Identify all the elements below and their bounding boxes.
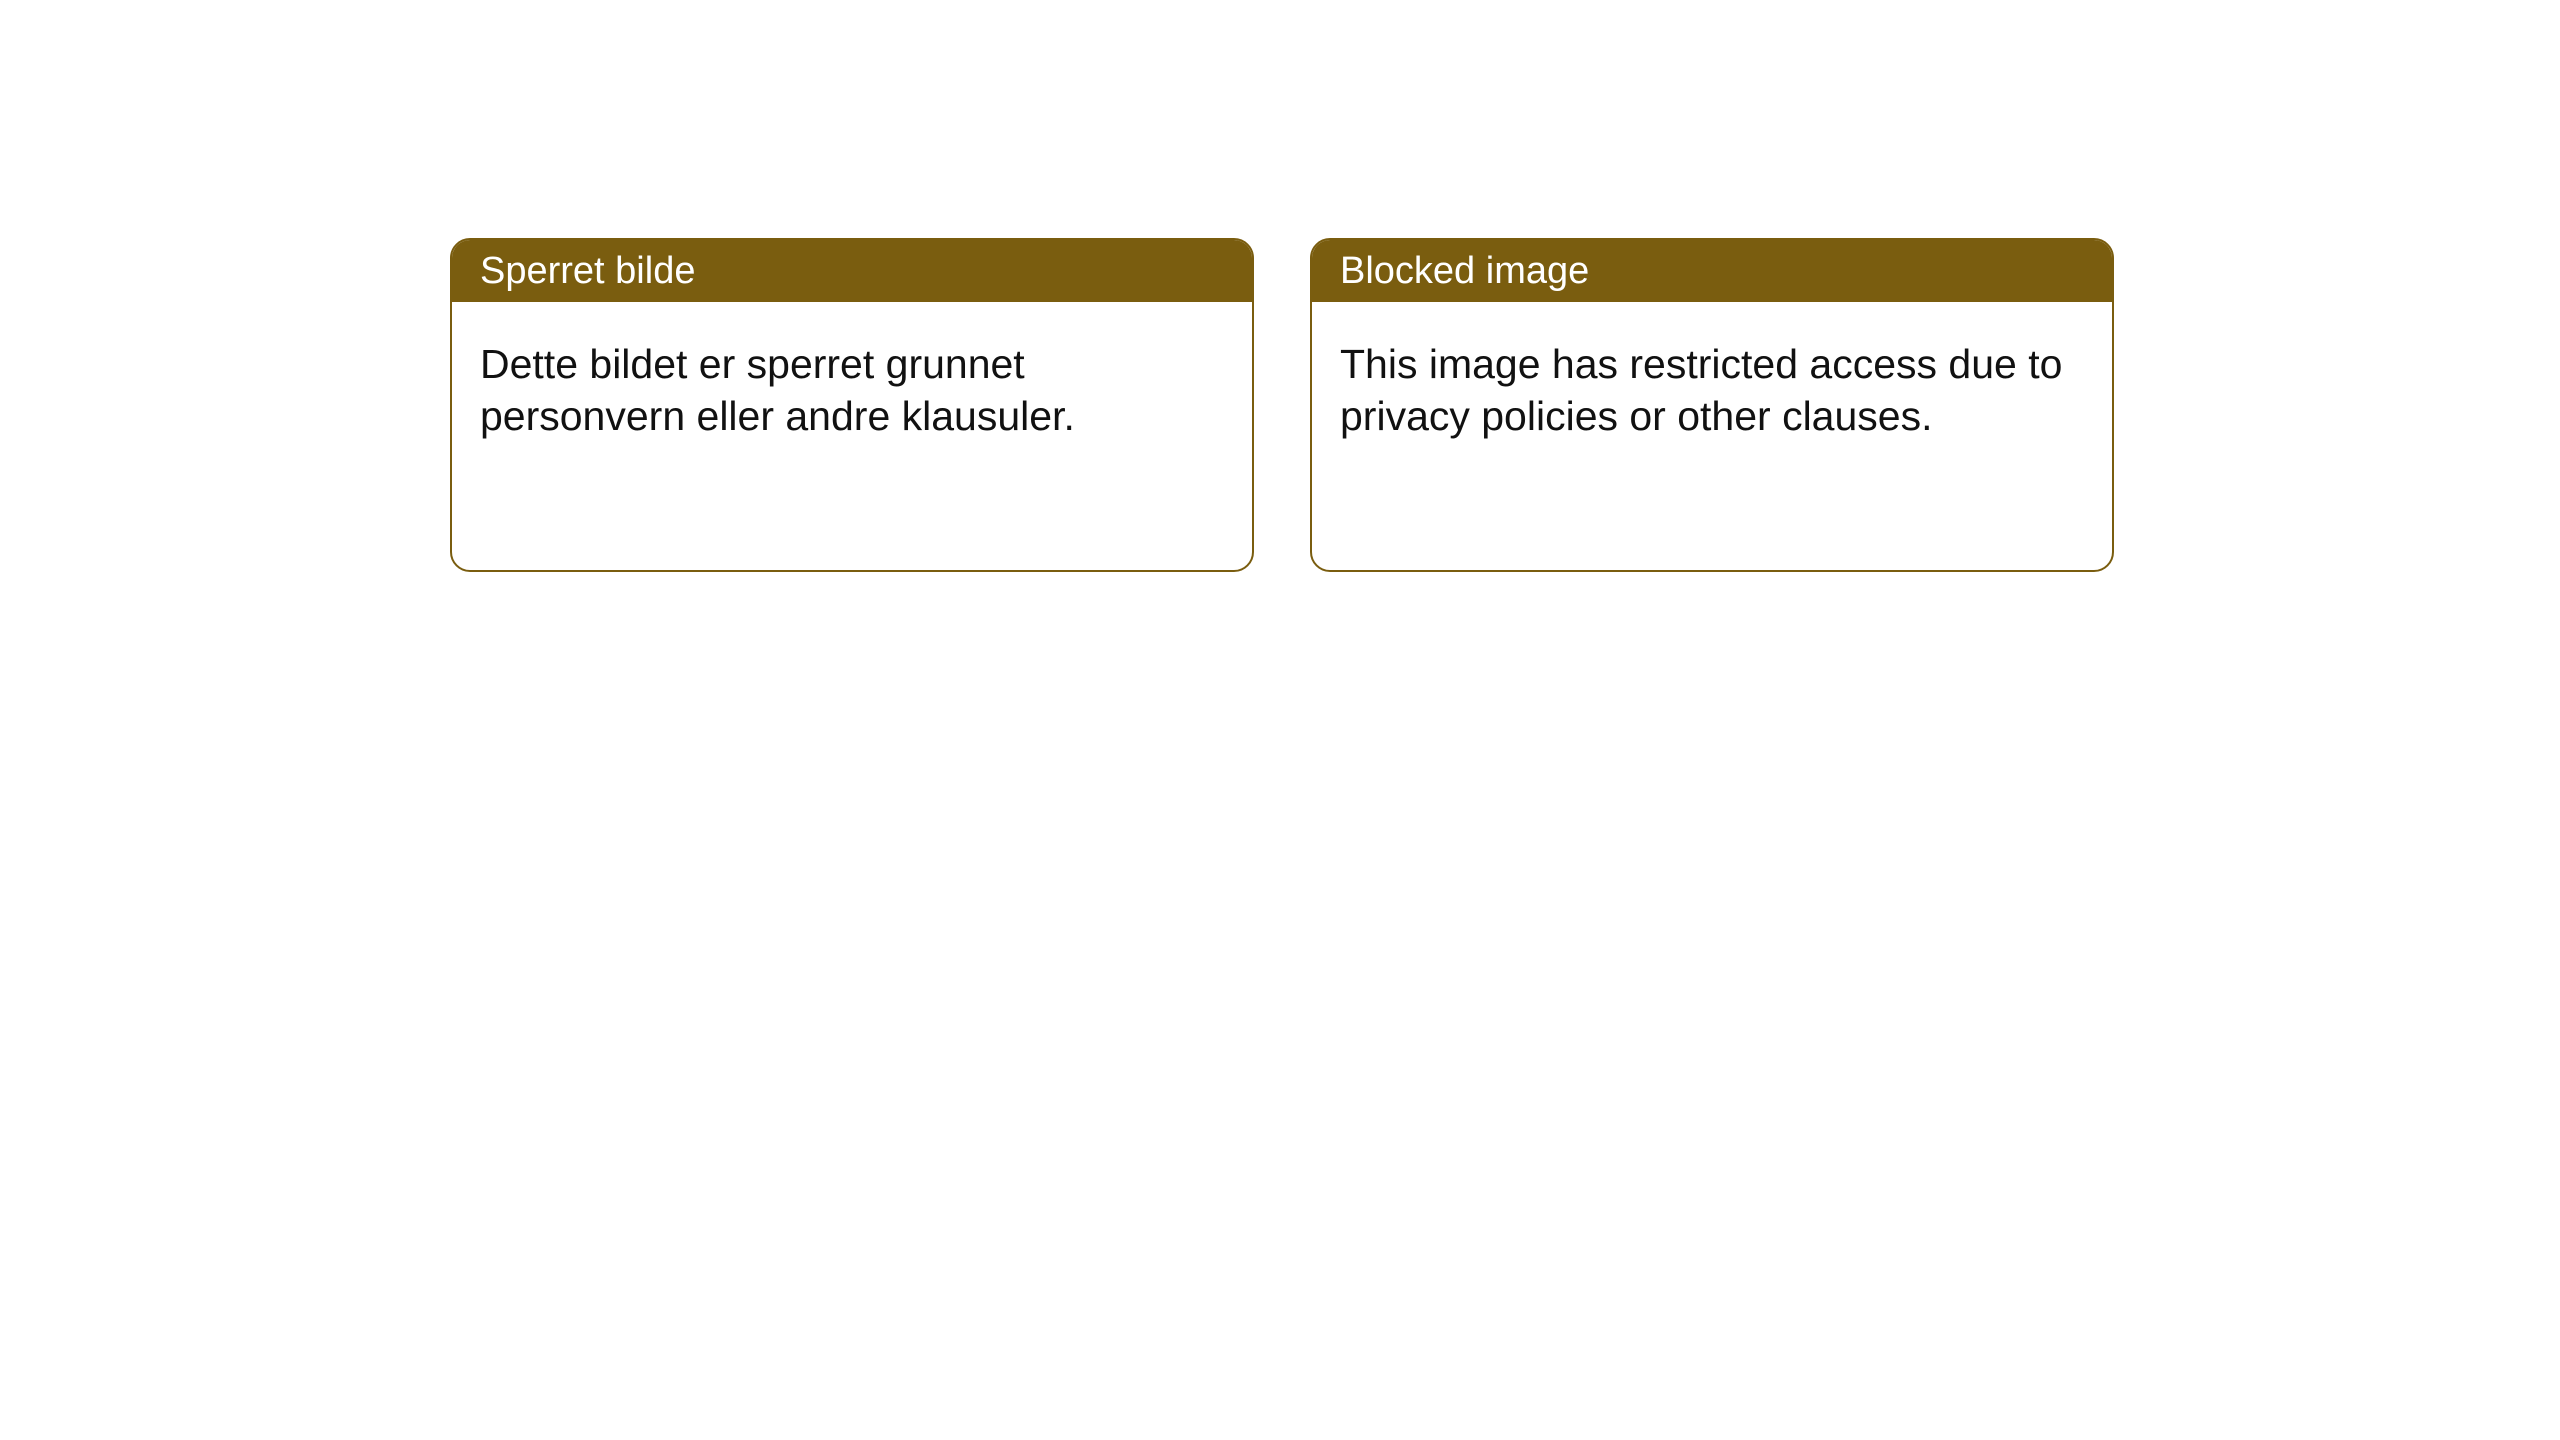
notice-box-no: Sperret bilde Dette bildet er sperret gr…	[450, 238, 1254, 572]
notice-title-no: Sperret bilde	[452, 240, 1252, 302]
notice-container: Sperret bilde Dette bildet er sperret gr…	[0, 0, 2560, 572]
notice-body-en: This image has restricted access due to …	[1312, 302, 2112, 479]
notice-box-en: Blocked image This image has restricted …	[1310, 238, 2114, 572]
notice-title-en: Blocked image	[1312, 240, 2112, 302]
notice-body-no: Dette bildet er sperret grunnet personve…	[452, 302, 1252, 479]
